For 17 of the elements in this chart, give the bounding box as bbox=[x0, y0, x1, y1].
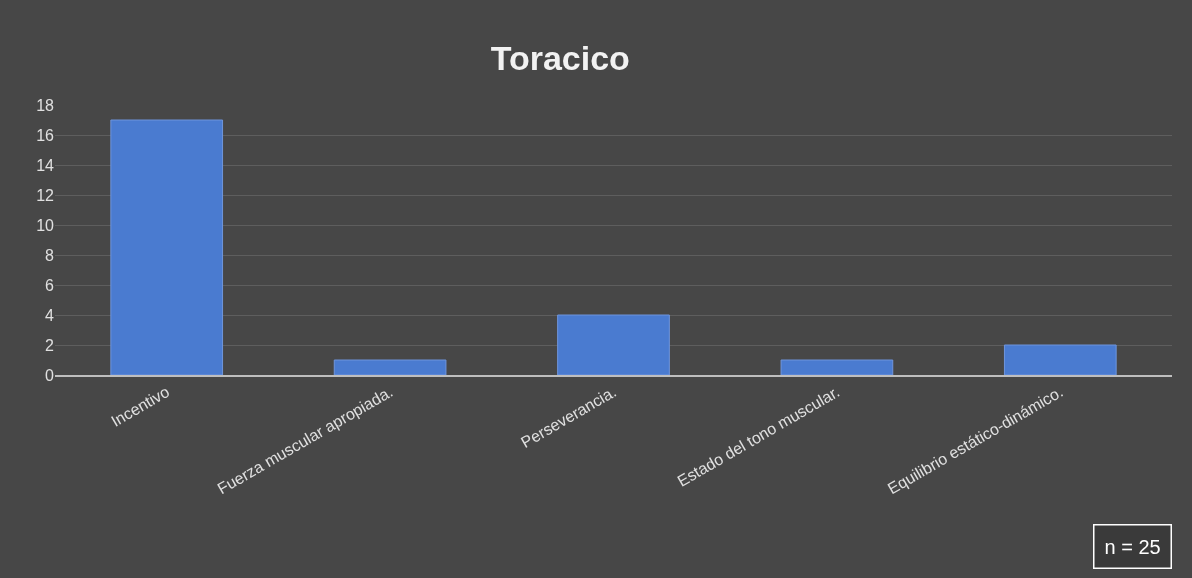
y-tick-label: 8 bbox=[45, 246, 55, 264]
chart-title: Toracico bbox=[490, 38, 630, 77]
text: n = 25 bbox=[1104, 535, 1161, 558]
y-tick-label: 10 bbox=[36, 216, 55, 234]
bar bbox=[333, 359, 447, 375]
bar bbox=[780, 359, 894, 375]
y-tick-label: 12 bbox=[36, 186, 55, 204]
y-tick-label: 0 bbox=[45, 366, 55, 384]
y-tick-label: 16 bbox=[36, 126, 55, 144]
y-tick-label: 2 bbox=[45, 336, 55, 354]
y-tick-label: 6 bbox=[45, 276, 55, 294]
y-tick-label: 18 bbox=[36, 96, 55, 114]
bar bbox=[1003, 344, 1117, 375]
y-tick-label: 4 bbox=[45, 306, 55, 324]
bar bbox=[557, 314, 670, 375]
y-tick-label: 14 bbox=[36, 156, 55, 174]
bar bbox=[110, 119, 224, 375]
